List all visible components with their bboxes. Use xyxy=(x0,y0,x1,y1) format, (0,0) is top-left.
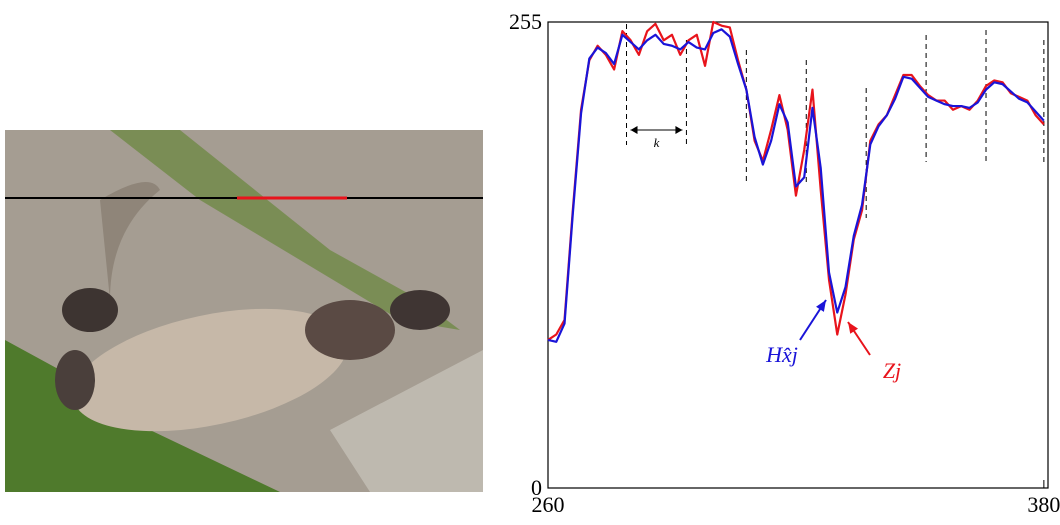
x-tick-label: 260 xyxy=(532,492,565,517)
block-label: k xyxy=(654,135,660,150)
plot-frame xyxy=(547,21,1049,489)
annotation-arrow-head xyxy=(816,300,826,312)
series-label: Hx̂j xyxy=(765,342,798,367)
series-line xyxy=(547,28,1045,343)
photo xyxy=(5,130,483,492)
x-tick-label: 380 xyxy=(1027,492,1060,517)
y-tick-label: 0 xyxy=(531,475,542,500)
series-label: Zj xyxy=(883,358,901,383)
y-tick-label: 255 xyxy=(509,9,542,34)
annotation-arrow-head xyxy=(848,322,859,334)
chart: 0 255 260 380 k Zj Hx̂j xyxy=(509,9,1060,517)
